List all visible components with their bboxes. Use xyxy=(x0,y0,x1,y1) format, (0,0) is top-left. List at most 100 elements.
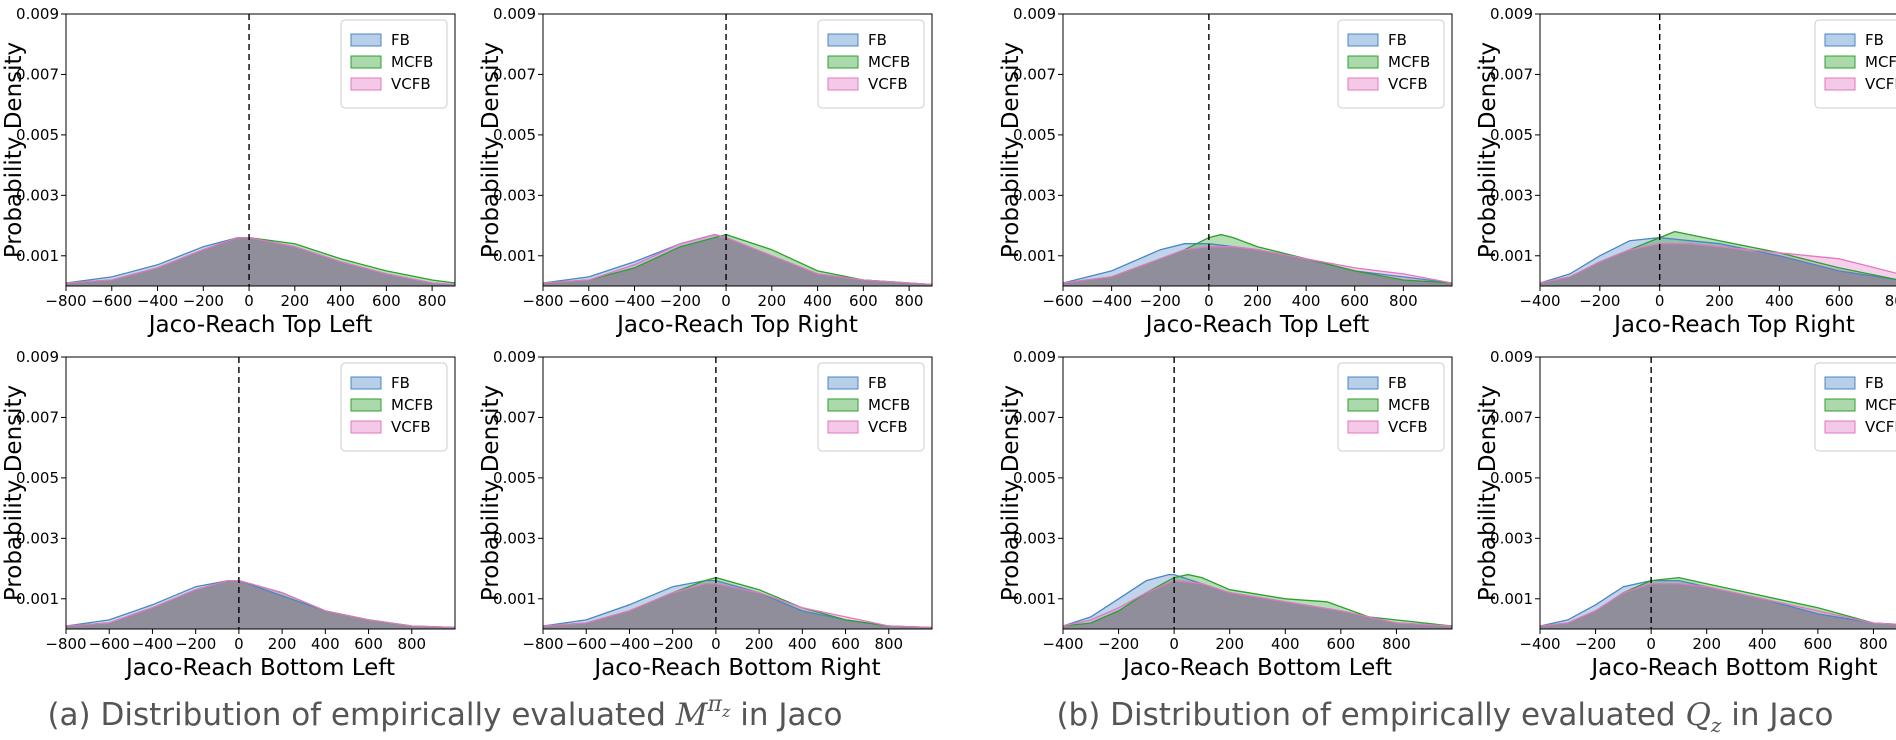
y-tick-label: 0.003 xyxy=(1490,186,1533,204)
legend-label-fb: FB xyxy=(391,374,410,392)
density-line-vcfb xyxy=(1539,583,1896,627)
legend-swatch-vcfb xyxy=(827,420,859,434)
legend-label-mcfb: MCFB xyxy=(391,53,433,71)
legend-label-vcfb: VCFB xyxy=(868,418,908,436)
x-tick-label: −200 xyxy=(1140,292,1181,310)
legend-label-vcfb: VCFB xyxy=(1388,418,1428,436)
chart-panel-8: 0.001 0.003 0.005 0.007 0.009 −400 −200 0 200 400… xyxy=(1475,348,1896,681)
y-tick-label: 0.005 xyxy=(1490,126,1533,144)
x-tick-label: −400 xyxy=(614,292,655,310)
x-tick-label: −400 xyxy=(132,635,173,653)
y-tick-label: 0.001 xyxy=(1490,247,1533,265)
legend-box xyxy=(1337,362,1445,452)
caption-a-suffix: in Jaco xyxy=(730,697,842,733)
legend-label-fb: FB xyxy=(1865,374,1884,392)
x-tick-label: 200 xyxy=(745,635,774,653)
plot-frame xyxy=(65,13,456,287)
y-axis-label: Probability Density xyxy=(998,42,1024,258)
x-tick-label: −200 xyxy=(175,635,216,653)
legend-swatch-vcfb xyxy=(1824,420,1856,434)
legend-swatch-fb xyxy=(1347,376,1379,390)
x-tick-label: 600 xyxy=(1340,292,1369,310)
legend-label-mcfb: MCFB xyxy=(1388,396,1430,414)
density-overlap xyxy=(1540,243,1896,286)
legend-swatch-mcfb xyxy=(350,55,382,69)
legend-swatch-fb xyxy=(827,376,859,390)
legend-swatch-mcfb xyxy=(1347,398,1379,412)
density-overlap xyxy=(66,237,455,286)
y-tick-label: 0.009 xyxy=(1490,348,1533,366)
legend-label-fb: FB xyxy=(1388,31,1407,49)
x-tick-label: 200 xyxy=(281,292,310,310)
x-tick-label: −400 xyxy=(1519,635,1560,653)
legend-swatch-fb xyxy=(1824,376,1856,390)
chart-panel-7: 0.001 0.003 0.005 0.007 0.009 −400 −200 0 200 400… xyxy=(998,348,1453,681)
x-tick-label: −400 xyxy=(1091,292,1132,310)
x-tick-label: 600 xyxy=(372,292,401,310)
legend-swatch-vcfb xyxy=(1824,77,1856,91)
density-line-mcfb xyxy=(1062,573,1453,627)
y-tick-label: 0.001 xyxy=(1013,247,1056,265)
x-axis-label: Jaco-Reach Bottom Right xyxy=(1589,655,1877,681)
density-overlap xyxy=(543,237,932,286)
x-axis-label: Jaco-Reach Top Right xyxy=(615,312,858,338)
density-overlap xyxy=(1540,583,1896,629)
x-tick-label: 600 xyxy=(1825,292,1854,310)
y-tick-label: 0.005 xyxy=(493,469,536,487)
x-tick-label: 800 xyxy=(418,292,447,310)
x-tick-label: 400 xyxy=(803,292,832,310)
x-tick-label: 0 xyxy=(234,635,244,653)
y-tick-label: 0.007 xyxy=(16,65,59,83)
y-tick-label: 0.005 xyxy=(1013,126,1056,144)
legend-label-fb: FB xyxy=(391,31,410,49)
y-tick-label: 0.001 xyxy=(1490,590,1533,608)
legend-swatch-mcfb xyxy=(827,398,859,412)
y-tick-label: 0.003 xyxy=(16,529,59,547)
x-tick-label: 0 xyxy=(1655,292,1665,310)
chart-panel-6: 0.001 0.003 0.005 0.007 0.009 −800 −600 −400 −20… xyxy=(478,348,933,681)
legend-label-mcfb: MCFB xyxy=(868,53,910,71)
legend-box xyxy=(1814,19,1896,109)
legend-label-mcfb: MCFB xyxy=(391,396,433,414)
y-axis-label: Probability Density xyxy=(998,385,1024,601)
x-tick-label: −800 xyxy=(45,635,86,653)
x-tick-label: −200 xyxy=(660,292,701,310)
x-tick-label: 800 xyxy=(874,635,903,653)
x-tick-label: 800 xyxy=(1859,635,1888,653)
x-axis-label: Jaco-Reach Bottom Right xyxy=(592,655,880,681)
y-tick-label: 0.003 xyxy=(493,186,536,204)
legend: FB MCFB VCFB xyxy=(1814,362,1896,452)
legend-label-fb: FB xyxy=(868,31,887,49)
x-tick-label: −200 xyxy=(1098,635,1139,653)
x-tick-label: −800 xyxy=(522,292,563,310)
x-tick-label: 600 xyxy=(1804,635,1833,653)
legend-swatch-vcfb xyxy=(350,420,382,434)
legend-swatch-fb xyxy=(827,33,859,47)
legend-label-fb: FB xyxy=(1865,31,1884,49)
legend-box xyxy=(817,19,925,109)
x-tick-label: −200 xyxy=(1575,635,1616,653)
y-tick-label: 0.001 xyxy=(16,247,59,265)
legend-box xyxy=(340,362,448,452)
legend-swatch-fb xyxy=(1347,33,1379,47)
x-tick-label: 600 xyxy=(831,635,860,653)
y-axis-label: Probability Density xyxy=(1475,385,1501,601)
y-tick-label: 0.009 xyxy=(1013,5,1056,23)
legend-swatch-mcfb xyxy=(1347,55,1379,69)
y-tick-label: 0.001 xyxy=(1013,590,1056,608)
y-tick-label: 0.009 xyxy=(16,348,59,366)
x-tick-label: 800 xyxy=(895,292,924,310)
x-tick-label: −800 xyxy=(45,292,86,310)
y-tick-label: 0.005 xyxy=(1490,469,1533,487)
x-tick-label: 0 xyxy=(1169,635,1179,653)
legend-swatch-mcfb xyxy=(1824,55,1856,69)
legend-label-mcfb: MCFB xyxy=(1865,53,1896,71)
caption-b: (b) Distribution of empirically evaluate… xyxy=(1056,697,1833,737)
y-axis-label: Probability Density xyxy=(1475,42,1501,258)
y-tick-label: 0.007 xyxy=(493,65,536,83)
y-tick-label: 0.003 xyxy=(1490,529,1533,547)
x-tick-label: −600 xyxy=(1042,292,1083,310)
chart-panel-4: 0.001 0.003 0.005 0.007 0.009 −400 −200 0 200 400… xyxy=(1475,5,1896,338)
density-overlap xyxy=(1063,246,1452,286)
y-tick-label: 0.003 xyxy=(16,186,59,204)
